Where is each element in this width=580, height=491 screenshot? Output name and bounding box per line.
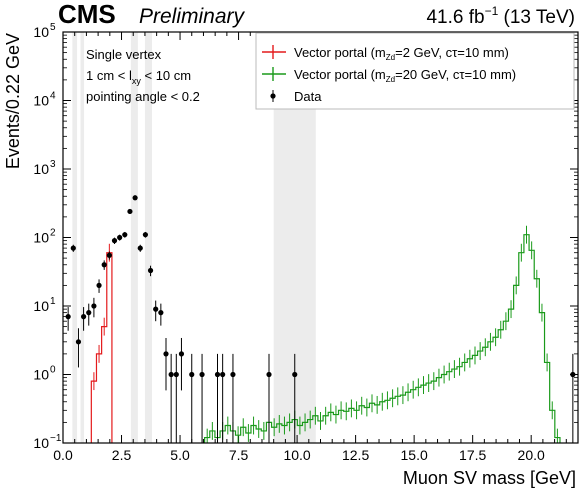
y-tick-exponent: −1 (50, 433, 62, 444)
y-tick-label: 10 (33, 230, 49, 246)
x-tick-label: 0.0 (53, 447, 73, 463)
masked-region (144, 32, 152, 443)
legend-entry-label: Data (294, 89, 322, 104)
data-point (266, 371, 272, 378)
data-point (220, 371, 226, 378)
data-point (158, 310, 164, 316)
data-point (570, 371, 576, 378)
y-tick-exponent: 4 (50, 91, 56, 102)
data-point (70, 245, 76, 251)
data-point (189, 371, 195, 378)
series-layer (65, 195, 576, 443)
x-tick-label: 7.5 (229, 447, 249, 463)
y-axis-label: Events/0.22 GeV (3, 33, 23, 169)
data-point (65, 314, 71, 320)
data-point (127, 208, 133, 215)
data-point (132, 195, 138, 201)
x-tick-label: 20.0 (518, 447, 545, 463)
legend-box (255, 32, 575, 110)
data-point (173, 371, 179, 378)
data-point (101, 262, 107, 268)
data-point (153, 306, 159, 312)
annotation-line-2: 1 cm < lxy < 10 cm (86, 68, 191, 86)
series-line (204, 234, 561, 443)
annotation-line-1: Single vertex (86, 47, 162, 62)
legend: Vector portal (mZd=2 GeV, cτ=10 mm) Vecto… (255, 32, 575, 110)
y-tick-label: 10 (33, 24, 49, 40)
data-point (163, 351, 169, 357)
masked-region (130, 32, 138, 443)
y-tick-label: 10 (33, 367, 49, 383)
data-point (199, 371, 205, 378)
data-point (122, 232, 128, 238)
y-tick-exponent: 1 (50, 296, 56, 307)
y-tick-exponent: 5 (50, 22, 56, 33)
data-point (178, 351, 185, 357)
data-point (292, 371, 298, 378)
y-tick-label: 10 (33, 298, 49, 314)
status-label: Preliminary (139, 5, 246, 28)
x-tick-label: 5.0 (170, 447, 190, 463)
legend-marker (270, 93, 276, 99)
data-point (147, 267, 154, 274)
y-tick-label: 10 (33, 435, 49, 451)
y-tick-exponent: 3 (50, 159, 56, 170)
x-tick-label: 17.5 (459, 447, 486, 463)
masked-region (80, 32, 85, 443)
annotation-line-3: pointing angle < 0.2 (86, 89, 200, 104)
y-tick-label: 10 (33, 161, 49, 177)
legend-entry-label: Vector portal (mZd=2 GeV, cτ=10 mm) (294, 45, 509, 62)
experiment-label: CMS (58, 0, 116, 29)
x-axis-label: Muon SV mass [GeV] (403, 468, 576, 488)
x-tick-label: 15.0 (401, 447, 428, 463)
axis-ticks (62, 31, 579, 444)
selection-annotations: Single vertex 1 cm < lxy < 10 cm pointin… (86, 47, 200, 104)
x-tick-label: 2.5 (112, 447, 132, 463)
y-tick-label: 10 (33, 93, 49, 109)
luminosity-label: 41.6 fb−1 (13 TeV) (426, 4, 575, 28)
data-point (137, 245, 143, 251)
data-point (96, 282, 102, 288)
y-tick-exponent: 2 (50, 228, 56, 239)
data-point (117, 234, 123, 241)
data-point (86, 310, 92, 316)
data-point (75, 339, 82, 345)
data-point (142, 232, 148, 238)
tick-labels: 0.0 2.5 5.0 7.5 10.0 12.5 15.0 17.5 20.010 −110 01… (33, 22, 545, 463)
series-line (90, 252, 113, 443)
data-point (91, 303, 97, 309)
plot-frame (62, 31, 579, 444)
legend-entry-label: Vector portal (mZd=20 GeV, cτ=10 mm) (294, 67, 516, 84)
data-point (230, 371, 236, 378)
y-tick-exponent: 0 (50, 365, 56, 376)
data-point (111, 238, 118, 244)
masked-region (72, 32, 78, 443)
data-point (214, 371, 221, 378)
data-point (81, 314, 87, 320)
x-tick-label: 10.0 (283, 447, 310, 463)
data-point (106, 252, 112, 258)
x-tick-label: 12.5 (342, 447, 369, 463)
data-point (168, 371, 174, 378)
